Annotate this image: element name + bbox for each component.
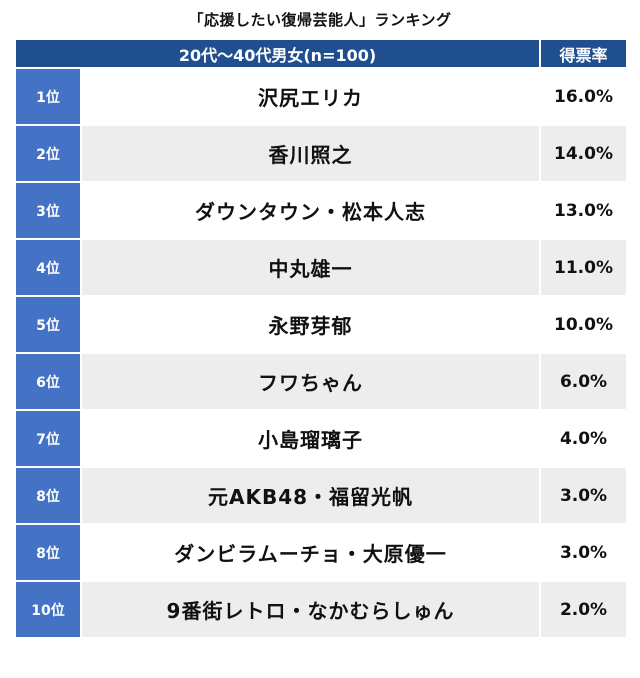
table-row: 5位 永野芽郁 10.0% bbox=[14, 295, 629, 354]
rank-cell: 7位 bbox=[14, 409, 82, 468]
group-header: 20代〜40代男女(n=100) bbox=[13, 38, 542, 69]
rate-cell: 2.0% bbox=[539, 580, 629, 639]
rate-cell: 13.0% bbox=[539, 181, 629, 240]
name-cell: 元AKB48・福留光帆 bbox=[79, 466, 542, 525]
table-header-row: 20代〜40代男女(n=100) 得票率 bbox=[13, 38, 629, 69]
name-cell: 沢尻エリカ bbox=[79, 67, 542, 126]
table-row: 6位 フワちゃん 6.0% bbox=[14, 352, 629, 411]
page-title: 「応援したい復帰芸能人」ランキング bbox=[188, 11, 452, 29]
table-row: 3位 ダウンタウン・松本人志 13.0% bbox=[14, 181, 629, 240]
rank-cell: 6位 bbox=[14, 352, 82, 411]
name-cell: 永野芽郁 bbox=[79, 295, 542, 354]
rank-cell: 8位 bbox=[14, 523, 82, 582]
table-row: 10位 9番街レトロ・なかむらしゅん 2.0% bbox=[14, 580, 629, 639]
name-cell: フワちゃん bbox=[79, 352, 542, 411]
rank-cell: 5位 bbox=[14, 295, 82, 354]
rank-cell: 3位 bbox=[14, 181, 82, 240]
name-cell: 香川照之 bbox=[79, 124, 542, 183]
rank-cell: 1位 bbox=[14, 67, 82, 126]
table-row: 1位 沢尻エリカ 16.0% bbox=[14, 67, 629, 126]
rank-cell: 2位 bbox=[14, 124, 82, 183]
name-cell: ダンビラムーチョ・大原優一 bbox=[79, 523, 542, 582]
table-row: 4位 中丸雄一 11.0% bbox=[14, 238, 629, 297]
rate-cell: 11.0% bbox=[539, 238, 629, 297]
name-cell: 9番街レトロ・なかむらしゅん bbox=[79, 580, 542, 639]
rate-cell: 10.0% bbox=[539, 295, 629, 354]
rate-cell: 3.0% bbox=[539, 466, 629, 525]
rank-cell: 4位 bbox=[14, 238, 82, 297]
rank-cell: 10位 bbox=[14, 580, 82, 639]
rate-cell: 6.0% bbox=[539, 352, 629, 411]
rate-cell: 16.0% bbox=[539, 67, 629, 126]
name-cell: ダウンタウン・松本人志 bbox=[79, 181, 542, 240]
rate-header: 得票率 bbox=[539, 38, 629, 69]
name-cell: 小島瑠璃子 bbox=[79, 409, 542, 468]
table-row: 8位 ダンビラムーチョ・大原優一 3.0% bbox=[14, 523, 629, 582]
name-cell: 中丸雄一 bbox=[79, 238, 542, 297]
rank-cell: 8位 bbox=[14, 466, 82, 525]
rate-cell: 14.0% bbox=[539, 124, 629, 183]
rate-cell: 3.0% bbox=[539, 523, 629, 582]
table-row: 8位 元AKB48・福留光帆 3.0% bbox=[14, 466, 629, 525]
rate-cell: 4.0% bbox=[539, 409, 629, 468]
table-row: 2位 香川照之 14.0% bbox=[14, 124, 629, 183]
table-row: 7位 小島瑠璃子 4.0% bbox=[14, 409, 629, 468]
ranking-table: 20代〜40代男女(n=100) 得票率 1位 沢尻エリカ 16.0% 2位 香… bbox=[13, 38, 629, 639]
